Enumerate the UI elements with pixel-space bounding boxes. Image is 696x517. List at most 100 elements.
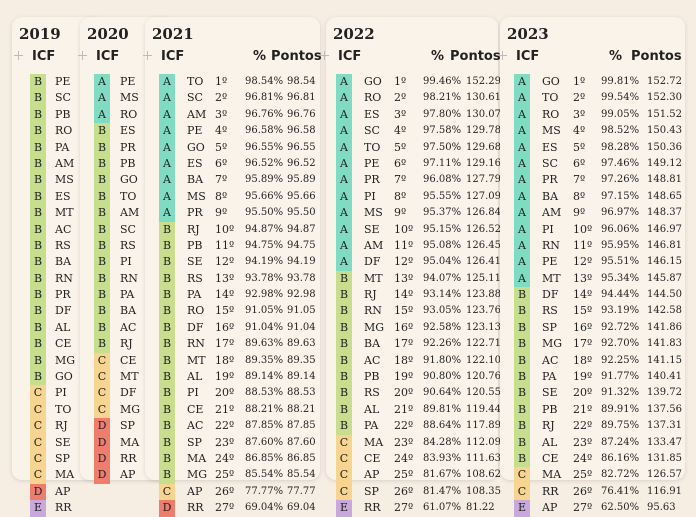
icf-grade-badge: A — [514, 254, 530, 271]
rank-position: 25º — [573, 468, 593, 482]
points-value: 133.47 — [647, 436, 682, 448]
icf-grade-badge: B — [336, 352, 352, 370]
percentage-value: 89.14% — [245, 371, 284, 383]
points-value: 88.53 — [287, 387, 316, 399]
state-code: PI — [542, 222, 554, 236]
icf-grade-badge: B — [336, 303, 352, 320]
percentage-value: 94.19% — [245, 256, 284, 268]
expand-plus-icon[interactable] — [143, 51, 152, 60]
ranking-row: A ES 3º 97.80% 130.07 — [326, 106, 501, 124]
rank-position: 26º — [394, 484, 414, 498]
points-value: 123.76 — [466, 305, 501, 317]
state-code: RN — [187, 337, 205, 351]
percentage-value: 99.54% — [601, 92, 640, 104]
expand-plus-icon[interactable] — [14, 51, 23, 60]
ranking-row: B PB — [12, 106, 104, 124]
icf-grade-badge: B — [94, 287, 110, 304]
percentage-value: 95.34% — [601, 272, 640, 284]
state-code: RS — [120, 238, 136, 252]
percentage-value: 89.91% — [601, 403, 640, 415]
points-value: 139.72 — [647, 387, 682, 399]
ranking-row: A GO 1º 99.46% 152.29 — [326, 74, 501, 91]
points-value: 91.05 — [287, 305, 316, 317]
year-title: 2020 — [87, 25, 129, 43]
icf-grade-badge: B — [336, 418, 352, 435]
icf-grade-badge: A — [514, 188, 530, 206]
icf-grade-badge: B — [514, 352, 530, 370]
icf-grade-badge: C — [30, 401, 46, 419]
percentage-value: 89.81% — [423, 403, 462, 415]
rank-position: 26º — [215, 484, 235, 498]
state-code: SC — [364, 124, 380, 138]
points-value: 149.12 — [647, 157, 682, 169]
ranking-row: C MA 25º 82.72% 126.57 — [500, 467, 685, 484]
state-code: SC — [120, 222, 136, 236]
state-code: MA — [364, 435, 384, 449]
ranking-row: B MG — [12, 352, 104, 370]
state-code: DF — [542, 288, 559, 302]
ranking-row: A TO 2º 99.54% 152.30 — [500, 90, 685, 107]
ranking-row: B RS 15º 93.19% 142.58 — [500, 303, 685, 320]
year-card-2021: 2021 ICF% Pontos A TO 1º 98.54% 98.54 A SC 2º 96.81… — [143, 17, 322, 517]
state-code: PB — [55, 107, 71, 121]
ranking-row: B RN — [80, 270, 175, 288]
icf-grade-badge: B — [159, 270, 175, 288]
state-code: PE — [364, 156, 380, 170]
ranking-row: A DF 12º 95.04% 126.41 — [326, 254, 501, 271]
points-value: 141.86 — [647, 321, 682, 333]
icf-grade-badge: B — [514, 434, 530, 451]
rank-position: 1º — [394, 75, 407, 88]
icf-grade-badge: B — [159, 303, 175, 320]
state-code: MG — [364, 320, 385, 334]
points-value: 152.30 — [647, 92, 682, 104]
rank-position: 2º — [394, 91, 407, 105]
expand-plus-icon[interactable] — [78, 51, 87, 60]
state-code: AP — [364, 468, 380, 482]
points-value: 141.15 — [647, 354, 682, 366]
icf-grade-badge: B — [336, 385, 352, 402]
state-code: SP — [364, 484, 379, 498]
icf-grade-badge: C — [30, 385, 46, 402]
icf-grade-badge: A — [336, 237, 352, 255]
expand-plus-icon[interactable] — [498, 51, 507, 60]
icf-grade-badge: B — [30, 123, 46, 140]
year-title: 2023 — [507, 25, 549, 43]
state-code: PR — [55, 288, 71, 302]
ranking-row: C DF — [80, 385, 175, 402]
rank-position: 18º — [394, 353, 414, 367]
icf-grade-badge: B — [159, 287, 175, 304]
ranking-row: B AC 18º 92.25% 141.15 — [500, 352, 685, 370]
ranking-row: D AP — [80, 467, 175, 484]
state-code: AL — [55, 320, 71, 334]
rank-position: 7º — [573, 173, 586, 187]
points-value: 152.29 — [466, 76, 501, 87]
icf-grade-badge: B — [94, 205, 110, 222]
icf-grade-badge: C — [94, 401, 110, 419]
percentage-value: 89.35% — [245, 354, 284, 366]
rank-position: 24º — [573, 451, 593, 465]
percentage-value: 88.21% — [245, 403, 284, 415]
state-code: MA — [542, 468, 562, 482]
ranking-row: B RS 20º 90.64% 120.55 — [326, 385, 501, 402]
rank-position: 23º — [573, 435, 593, 449]
expand-plus-icon[interactable] — [320, 51, 329, 60]
percentage-value: 84.28% — [423, 436, 462, 448]
state-code: MS — [542, 124, 561, 138]
points-value: 95.89 — [287, 174, 316, 186]
rank-position: 17º — [215, 337, 235, 351]
header-icf: ICF — [161, 49, 185, 64]
ranking-row: B PA — [12, 139, 104, 156]
rank-position: 12º — [394, 255, 414, 269]
percentage-value: 96.81% — [245, 92, 284, 104]
percentage-value: 98.52% — [601, 125, 640, 137]
icf-grade-badge: E — [30, 500, 46, 517]
ranking-row: A RO 2º 98.21% 130.61 — [326, 90, 501, 107]
rank-position: 5º — [573, 140, 586, 154]
rank-position: 8º — [394, 189, 407, 203]
state-code: RR — [55, 501, 72, 515]
state-code: AM — [542, 206, 562, 220]
ranking-row: A SC 6º 97.46% 149.12 — [500, 155, 685, 173]
points-value: 122.71 — [466, 338, 501, 350]
ranking-row: A SE 10º 95.15% 126.52 — [326, 221, 501, 238]
icf-grade-badge: B — [159, 237, 175, 255]
